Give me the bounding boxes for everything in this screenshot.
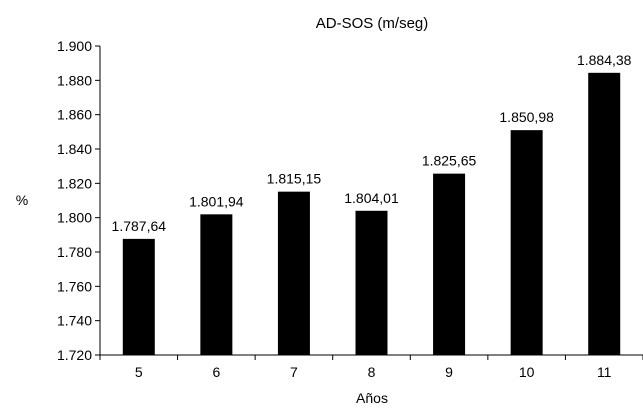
y-tick-label: 1.760 <box>57 278 92 294</box>
y-axis-title: % <box>16 192 28 208</box>
y-tick-label: 1.840 <box>57 141 92 157</box>
bar-9 <box>433 173 466 355</box>
y-tick-label: 1.880 <box>57 72 92 88</box>
y-tick-label: 1.900 <box>57 38 92 54</box>
bar-11 <box>588 72 621 355</box>
x-tick-label: 10 <box>519 364 535 380</box>
data-label: 1.825,65 <box>422 153 477 169</box>
bar-8 <box>355 210 388 355</box>
y-tick-label: 1.800 <box>57 210 92 226</box>
x-tick-label: 9 <box>445 364 453 380</box>
data-label: 1.815,15 <box>267 171 322 187</box>
y-tick-label: 1.780 <box>57 244 92 260</box>
y-tick-label: 1.740 <box>57 313 92 329</box>
y-tick-label: 1.720 <box>57 347 92 363</box>
plot-area: 1.720 1.740 1.760 1.780 1.800 1.820 1.840 1.860… <box>57 38 643 380</box>
y-tick-label: 1.860 <box>57 107 92 123</box>
bar-6 <box>200 214 233 355</box>
x-tick-label: 5 <box>135 364 143 380</box>
data-label: 1.804,01 <box>344 190 399 206</box>
x-tick-label: 11 <box>597 364 612 380</box>
x-tick-label: 8 <box>368 364 376 380</box>
bar-5 <box>122 238 155 355</box>
x-axis-title: Años <box>356 390 388 406</box>
bar-7 <box>277 191 310 355</box>
x-tick-label: 6 <box>212 364 220 380</box>
bar-10 <box>510 130 543 355</box>
y-tick-label: 1.820 <box>57 175 92 191</box>
data-label: 1.787,64 <box>112 218 167 234</box>
chart-title: AD-SOS (m/seg) <box>316 15 429 32</box>
data-label: 1.884,38 <box>577 52 632 68</box>
data-label: 1.801,94 <box>189 193 244 209</box>
data-label: 1.850,98 <box>499 109 554 125</box>
x-tick-label: 7 <box>290 364 298 380</box>
